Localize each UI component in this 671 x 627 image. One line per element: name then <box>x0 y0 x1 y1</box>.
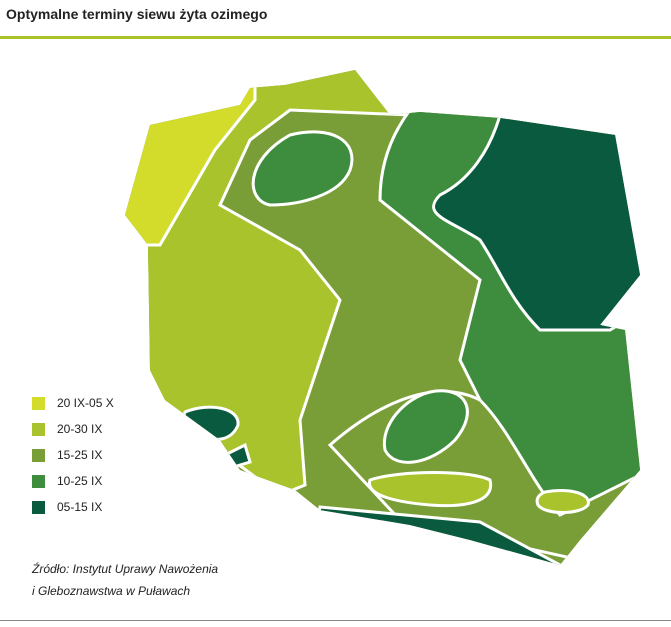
zone <box>535 489 590 514</box>
title: Optymalne terminy siewu żyta ozimego <box>6 6 268 22</box>
legend-item: 05-15 IX <box>32 494 114 520</box>
legend-item: 20-30 IX <box>32 416 114 442</box>
zone <box>251 130 354 207</box>
zone <box>432 113 640 332</box>
rule <box>0 36 671 39</box>
legend-label: 20-30 IX <box>57 422 103 436</box>
legend-swatch <box>32 396 45 410</box>
legend-item: 20 IX-05 X <box>32 390 114 416</box>
legend-swatch <box>32 448 45 462</box>
legend-label: 05-15 IX <box>57 500 103 514</box>
legend-item: 10-25 IX <box>32 468 114 494</box>
rule <box>0 620 671 621</box>
zone <box>368 471 493 508</box>
source-line: Źródło: Instytut Uprawy Nawożenia <box>32 562 219 576</box>
zone <box>138 70 412 497</box>
legend: 20 IX-05 X 20-30 IX 15-25 IX 10-25 IX 05-15 … <box>32 390 114 520</box>
zones <box>125 70 640 565</box>
legend-swatch <box>32 422 45 436</box>
legend-label: 10-25 IX <box>57 474 103 488</box>
legend-label: 15-25 IX <box>57 448 103 462</box>
legend-swatch <box>32 500 45 514</box>
legend-item: 15-25 IX <box>32 442 114 468</box>
legend-swatch <box>32 474 45 488</box>
source: Źródło: Instytut Uprawy Nawożenia i Gleb… <box>32 558 218 602</box>
zone <box>382 389 469 464</box>
source-line: i Gleboznawstwa w Puławach <box>32 584 191 598</box>
zone <box>182 405 240 441</box>
legend-label: 20 IX-05 X <box>57 396 114 410</box>
